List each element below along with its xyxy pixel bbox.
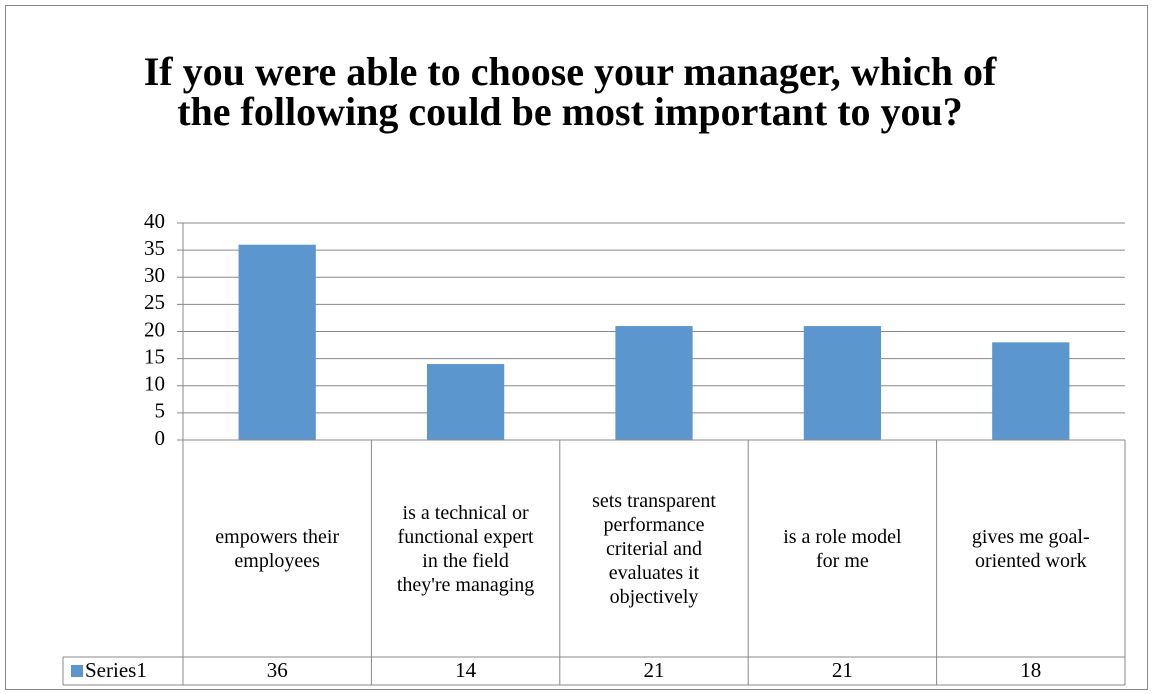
x-tick-label: is a technical or functional expert in t… xyxy=(396,501,535,596)
y-tick-label: 5 xyxy=(155,399,166,423)
table-value: 21 xyxy=(832,658,853,682)
legend-swatch xyxy=(71,665,83,677)
x-tick-label: is a role model for me xyxy=(783,525,902,572)
y-tick-label: 20 xyxy=(144,317,165,341)
table-value: 36 xyxy=(267,658,288,682)
legend-label: Series1 xyxy=(85,658,147,682)
bar xyxy=(992,342,1070,440)
table-value: 21 xyxy=(644,658,665,682)
y-tick-label: 30 xyxy=(144,263,165,287)
y-tick-label: 35 xyxy=(144,236,165,260)
x-tick-label-box: is a role model for me xyxy=(783,525,902,572)
x-tick-label: sets transparent performance criterial a… xyxy=(592,489,716,608)
x-tick-label-box: sets transparent performance criterial a… xyxy=(592,489,716,608)
x-tick-label-box: is a technical or functional expert in t… xyxy=(396,501,535,596)
chart-border xyxy=(5,5,1148,690)
bar xyxy=(238,244,316,440)
y-tick-label: 25 xyxy=(144,290,165,314)
y-tick-label: 10 xyxy=(144,372,165,396)
chart-title-box: If you were able to choose your manager,… xyxy=(143,52,997,134)
x-tick-label: empowers their employees xyxy=(215,525,340,572)
x-tick-label-box: gives me goal-oriented work xyxy=(971,525,1090,572)
x-tick-label: gives me goal-oriented work xyxy=(971,525,1090,572)
chart-title: If you were able to choose your manager,… xyxy=(143,52,997,134)
y-tick-label: 40 xyxy=(144,209,165,233)
table-value: 18 xyxy=(1020,658,1041,682)
x-tick-label-box: empowers their employees xyxy=(215,525,340,572)
table-value: 14 xyxy=(455,658,477,682)
bar xyxy=(426,364,505,440)
y-tick-label: 0 xyxy=(155,426,166,450)
bar xyxy=(615,326,693,440)
y-tick-label: 15 xyxy=(144,344,165,368)
bar xyxy=(803,326,882,440)
